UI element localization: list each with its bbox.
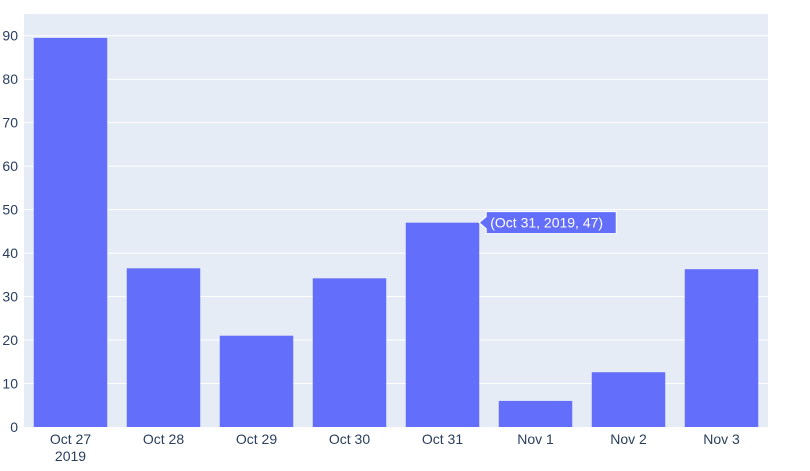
bar-2019-10-27[interactable] [33,37,108,428]
y-tick-label: 0 [10,419,18,435]
x-axis-ticks: Oct 27 Oct 28 Oct 29 Oct 30 Oct 31 Nov 1 Nov 2… [50,431,740,464]
y-axis-ticks: 0 10 20 30 40 50 60 70 80 90 [2,28,18,435]
bar-2019-11-03[interactable] [684,269,759,427]
tooltip-label: (Oct 31, 2019, 47) [490,215,603,231]
y-tick-label: 30 [2,289,18,305]
y-tick-label: 40 [2,245,18,261]
y-tick-label: 10 [2,376,18,392]
y-tick-label: 80 [2,71,18,87]
x-tick-label: Nov 3 [703,431,740,447]
bar-2019-11-02[interactable] [591,372,666,427]
y-tick-label: 60 [2,158,18,174]
bar-2019-11-01[interactable] [498,400,573,427]
bars [33,37,759,428]
x-tick-label: Nov 1 [517,431,554,447]
x-tick-label: Oct 28 [143,431,184,447]
y-tick-label: 70 [2,115,18,131]
bar-2019-10-30[interactable] [312,278,387,427]
x-tick-year-label: 2019 [55,448,86,464]
y-tick-label: 20 [2,332,18,348]
tooltip-box [478,211,617,235]
x-tick-label: Oct 30 [329,431,370,447]
x-tick-label: Nov 2 [610,431,647,447]
y-tick-label: 90 [2,28,18,44]
x-tick-label: Oct 27 [50,431,91,447]
bar-2019-10-31[interactable] [405,222,480,427]
bar-2019-10-29[interactable] [219,335,294,427]
y-tick-label: 50 [2,202,18,218]
bar-2019-10-28[interactable] [126,268,201,427]
hover-tooltip: (Oct 31, 2019, 47) [478,211,617,235]
x-tick-label: Oct 29 [236,431,277,447]
x-tick-label: Oct 31 [422,431,463,447]
